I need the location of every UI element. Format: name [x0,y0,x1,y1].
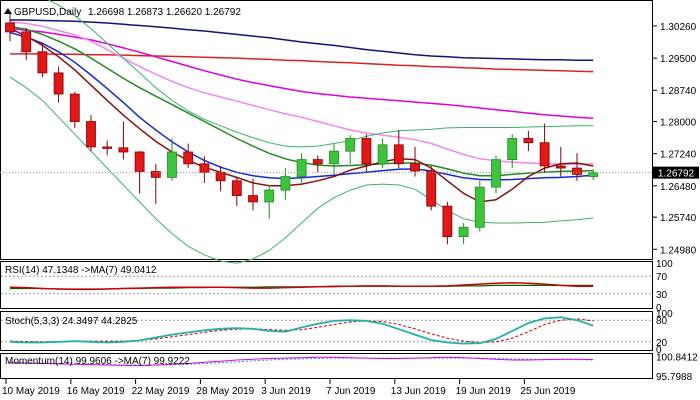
candle-body-bearish [53,72,64,95]
price-panel-frame [0,0,653,260]
moving-average-line-7 [9,27,594,203]
momentum-indicator [9,356,594,367]
candle-body-bullish [458,226,469,237]
momentum-axis: 100.8412 95.7988 [656,352,698,382]
candle-body-bullish [377,144,388,165]
candle-body-bearish [21,31,32,53]
candle-body-bearish [248,195,258,203]
candles [5,12,599,245]
axis-tick-label: 80 [656,316,668,327]
rsi-indicator [1,275,652,295]
momentum-line [9,356,594,367]
moving-average-line-8 [47,0,594,148]
axis-tick-label: 70 [656,272,668,283]
candle-body-bearish [312,159,323,165]
axis-tick-label: 100 [656,259,673,270]
moving-average-line-9 [9,76,594,264]
axis-tick-label: 0 [656,345,662,356]
candle-body-bearish [572,167,582,175]
time-tick-label: 19 Jun 2019 [456,386,511,397]
candle-body-bullish [296,159,307,177]
stoch-main-line [9,316,594,345]
candle-body-bearish [442,205,453,237]
time-tick-label: 25 Jun 2019 [520,386,575,397]
price-tick-label: 1.28000 [660,118,697,129]
axis-tick-label: 30 [656,290,668,301]
rsi-panel-frame [0,261,653,309]
candle-body-bearish [523,138,534,144]
current-price-value: 1.26792 [658,169,695,180]
axis-tick-label: 20 [656,338,668,349]
candle-body-bearish [215,171,226,182]
price-tick-label: 1.26480 [660,182,697,193]
candle-body-bullish [280,176,291,191]
axis-tick-label: 95.7988 [656,372,693,383]
time-tick-label: 7 Jun 2019 [326,386,376,397]
candle-body-bullish [588,172,599,177]
candle-body-bearish [393,144,404,165]
symbol-label: GBPUSD,Daily [14,7,81,18]
price-tick-label: 1.27240 [660,150,697,161]
time-axis: 10 May 2019 16 May 2019 22 May 2019 28 May … [2,379,576,397]
momentum-label: Momentum(14) 99.9606 ->MA(7) 99.9222 [5,356,190,367]
candle-body-bearish [69,93,80,122]
rsi-line [9,282,594,291]
moving-average-line-2 [10,53,594,73]
candle-body-bullish [507,138,518,161]
time-tick-label: 22 May 2019 [132,386,190,397]
time-tick-label: 28 May 2019 [196,386,254,397]
candle-body-bullish [345,138,356,152]
price-tick-label: 1.29500 [660,54,697,65]
candle-body-bearish [37,51,48,74]
candle-body-bearish [102,146,113,149]
price-tick-label: 1.30260 [660,22,697,33]
candle-body-bullish [167,151,177,178]
candle-body-bearish [5,22,15,33]
stoch-label: Stoch(5,3,3) 24.3497 44.2825 [5,316,138,327]
time-tick-label: 10 May 2019 [2,386,60,397]
chart-up-arrow-icon [4,8,12,14]
candle-body-bearish [150,171,161,178]
candle-body-bullish [329,150,339,165]
momentum-panel-frame [0,353,653,379]
rsi-label: RSI(14) 47.1348 ->MA(7) 49.0412 [5,265,157,276]
candle-body-bearish [410,163,420,172]
panel-frames [0,0,653,379]
candle-body-bearish [539,142,550,167]
axis-tick-label: 100 [656,309,673,320]
candle-body-bearish [555,165,566,169]
price-tick-label: 1.28740 [660,86,697,97]
candle-body-bearish [231,180,242,196]
candle-body-bearish [199,163,210,173]
stoch-signal-line [9,318,594,344]
time-tick-label: 16 May 2019 [67,386,125,397]
axis-tick-label: 0 [656,303,662,314]
candle-body-bullish [264,189,275,203]
rsi-axis: 100 70 30 0 [656,259,673,314]
candle-body-bearish [134,151,145,172]
axis-tick-label: 100.8412 [656,352,698,363]
price-tick-label: 1.24980 [660,245,697,256]
candle-body-bearish [118,147,129,153]
time-tick-label: 13 Jun 2019 [391,386,446,397]
ohlc-label: 1.26698 1.26873 1.26620 1.26792 [88,7,241,18]
current-price-tag: 1.26792 [653,166,699,180]
moving-average-line-1 [10,19,594,61]
candle-body-bearish [426,170,437,207]
time-tick-label: 3 Jun 2019 [261,386,311,397]
price-axis: 1.30260 1.29500 1.28740 1.28000 1.27240 1.264… [653,22,697,256]
candle-body-bearish [183,151,194,165]
stochastic-indicator [1,316,652,345]
candle-body-bullish [491,159,501,188]
candle-body-bearish [86,121,96,148]
stoch-panel-frame [0,311,653,351]
candle-body-bullish [474,186,485,228]
price-tick-label: 1.25740 [660,213,697,224]
candle-body-bearish [361,138,372,165]
